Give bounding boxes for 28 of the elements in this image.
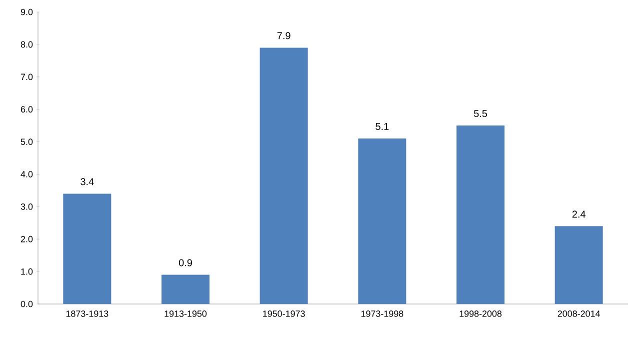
data-label: 5.1 [376,123,389,130]
y-tick-label: 7.0 [20,74,33,80]
x-tick-label: 1873-1913 [66,310,108,317]
data-label: 2.4 [572,210,586,218]
bar [162,274,210,304]
y-tick-label: 1.0 [21,268,33,275]
x-tick-label: 1973-1998 [361,310,404,317]
bar [358,138,406,304]
y-tick-label: 3.0 [20,203,33,210]
y-tick-label: 4.0 [20,171,33,178]
y-tick-label: 5.0 [20,138,33,145]
x-tick-label: 2008-2014 [558,310,600,317]
bar [63,194,112,304]
y-tick-label: 0.0 [20,300,33,308]
data-label: 5.5 [474,110,488,118]
bar [554,226,603,304]
y-tick-label: 6.0 [20,106,33,113]
y-tick-label: 9.0 [20,8,33,16]
data-label: 3.4 [80,178,94,186]
bar [260,48,308,304]
bar [456,126,505,304]
data-label: 0.9 [178,259,192,266]
x-tick-label: 1998-2008 [460,310,502,317]
x-tick-label: 1950-1973 [263,310,305,317]
data-label: 7.9 [277,32,290,40]
x-tick-label: 1913-1950 [164,310,207,317]
y-tick-label: 2.0 [20,236,33,242]
y-tick-label: 8.0 [20,41,33,48]
